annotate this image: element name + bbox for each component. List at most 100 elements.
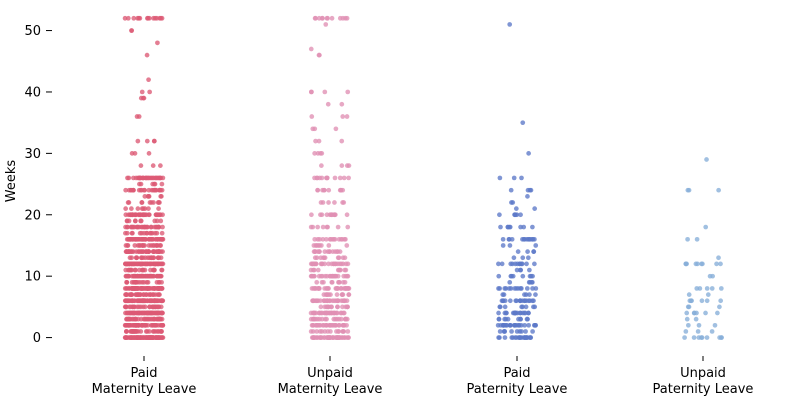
data-point [500,298,506,304]
data-point [531,249,536,254]
data-point [339,101,345,107]
data-point [520,304,525,310]
data-point [124,279,129,285]
data-point [513,206,519,211]
data-point [498,224,503,230]
data-point [346,292,352,297]
data-point [687,298,693,304]
data-point [344,243,350,248]
data-point [332,200,337,205]
data-point [497,212,502,218]
data-point [336,335,341,340]
data-point [134,261,140,267]
data-point [146,194,151,199]
data-point [319,316,325,322]
data-point [318,304,324,310]
data-point [137,230,143,236]
x-tick-label: Unpaid Maternity Leave [278,366,383,397]
data-point [144,52,150,58]
data-point [335,304,340,310]
data-point [145,255,151,261]
x-tick-label: Unpaid Paternity Leave [653,366,754,397]
data-point [139,279,145,285]
data-point [518,212,523,218]
data-point [129,279,135,285]
data-point [718,286,724,291]
data-point [133,255,139,261]
data-point [326,261,331,267]
data-point [329,304,334,310]
data-point [145,175,151,181]
data-point [533,286,539,291]
data-point [137,310,143,316]
data-point [326,187,332,193]
data-point [135,329,141,334]
data-point [146,292,152,297]
data-point [145,298,150,304]
data-point [344,335,350,340]
data-point [130,298,135,304]
data-point [520,120,526,126]
data-point [521,224,527,230]
data-point [132,322,137,328]
data-point [343,267,349,273]
data-point [308,89,314,95]
data-point [334,286,339,291]
data-point [694,236,700,242]
y-tick-label: 40 [24,85,41,100]
data-point [345,273,351,279]
data-point [125,175,130,181]
data-point [517,261,523,267]
data-point [151,255,156,261]
data-point [524,316,530,322]
data-point [314,175,320,181]
data-point [324,316,329,322]
data-point [313,138,318,144]
data-point [325,329,331,334]
x-tick-label: Paid Maternity Leave [92,366,197,397]
data-point [125,200,131,205]
data-point [336,255,342,261]
data-point [329,279,335,285]
data-point [142,304,148,310]
data-point [343,236,348,242]
data-point [718,261,723,267]
data-point [337,279,342,285]
data-point [159,298,165,304]
data-point [519,329,524,334]
data-point [504,310,509,316]
data-point [344,212,350,218]
data-point [717,335,722,340]
data-point [159,335,165,340]
data-point [125,243,131,248]
data-point [328,292,333,297]
data-point [497,304,503,310]
data-point [511,175,517,181]
data-point [154,273,160,279]
data-point [310,298,315,304]
data-point [496,310,501,316]
data-point [332,212,338,218]
data-point [155,236,160,242]
data-point [130,286,135,291]
data-point [331,273,337,279]
data-point [129,28,134,33]
data-point [320,224,326,230]
data-point [311,249,317,254]
data-point [313,335,318,340]
data-point [502,335,508,340]
data-point [133,236,139,242]
data-point [123,249,129,254]
data-point [323,236,329,242]
data-point [156,206,161,211]
data-point [700,261,705,267]
data-point [322,304,328,310]
data-point [145,286,150,291]
data-point [322,261,328,267]
data-point [339,163,345,168]
data-point [334,292,340,297]
data-point [159,261,165,267]
data-point [308,46,314,52]
data-point [142,194,148,199]
data-point [140,175,146,181]
